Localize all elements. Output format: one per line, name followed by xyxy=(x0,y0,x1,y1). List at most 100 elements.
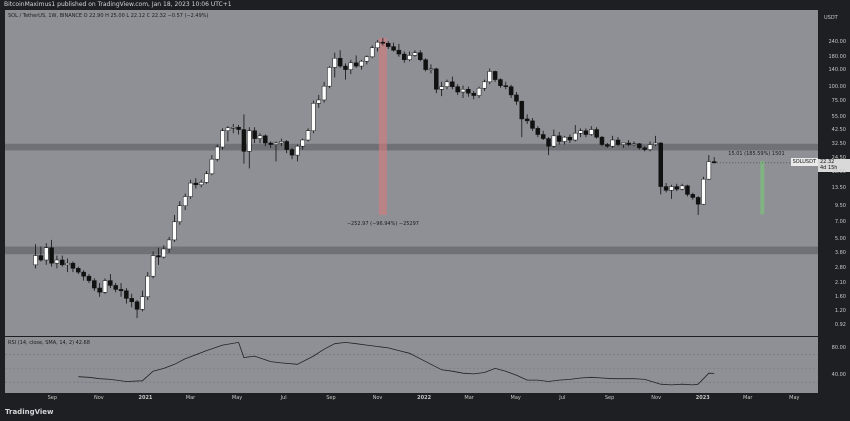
rsi-tick-label: 40.00 xyxy=(831,372,846,379)
time-tick-label: 2021 xyxy=(138,395,153,401)
candle-body xyxy=(54,259,60,264)
logo-text: TradingView xyxy=(5,408,54,416)
candle-body xyxy=(92,280,97,289)
rsi-tick-label: 80.00 xyxy=(831,344,846,351)
candle-body xyxy=(108,280,113,286)
candle-body xyxy=(300,139,305,147)
candle-body xyxy=(391,46,396,51)
price-tick-label: 180.00 xyxy=(828,53,847,60)
price-tick-label: 24.50 xyxy=(831,155,846,162)
support-zone-0 xyxy=(5,246,818,255)
candle-body xyxy=(204,173,209,183)
candle-body xyxy=(231,126,236,129)
candle-body xyxy=(220,130,225,148)
candle-body xyxy=(188,182,193,197)
symbol-tag: SOLUSDT xyxy=(790,157,818,166)
time-tick-label: Jul xyxy=(280,395,287,401)
price-tick-label: 1.60 xyxy=(834,293,846,300)
candle-body xyxy=(407,55,412,60)
time-tick-label: Mar xyxy=(185,395,196,401)
price-tick-label: 42.50 xyxy=(831,127,846,134)
time-tick-label: Mar xyxy=(464,395,474,401)
price-tick-label: 2.10 xyxy=(834,279,846,286)
rsi-pane[interactable]: RSI (14, close, SMA, 14, 2) 42.68 xyxy=(5,337,818,393)
candle-body xyxy=(669,186,674,191)
candle-body xyxy=(637,143,642,149)
candle-body xyxy=(348,62,354,70)
candle-body xyxy=(113,285,118,290)
candle-body xyxy=(252,130,257,139)
candle-body xyxy=(102,280,108,293)
time-tick-label: Nov xyxy=(372,395,383,401)
candle-body xyxy=(663,186,669,191)
candle-body xyxy=(476,87,482,96)
candle-body xyxy=(455,86,460,93)
price-tick-label: 75.00 xyxy=(831,98,846,105)
candle-body xyxy=(198,182,204,186)
time-tick-label: Nov xyxy=(651,395,662,401)
candle-body xyxy=(487,71,492,83)
candle-body xyxy=(423,59,428,70)
candle-body xyxy=(658,142,663,187)
drop-measure-box xyxy=(378,37,387,216)
candle-body xyxy=(60,259,65,266)
candle-body xyxy=(273,142,279,145)
price-pane[interactable]: SOL / TetherUS, 1W, BINANCE O 22.90 H 25… xyxy=(5,10,818,336)
candle-body xyxy=(129,298,134,303)
candle-body xyxy=(236,126,241,130)
candle-body xyxy=(327,67,332,87)
candle-body xyxy=(321,85,327,101)
candle-body xyxy=(572,132,578,141)
tradingview-logo[interactable]: TradingView xyxy=(5,408,54,416)
candle-body xyxy=(642,147,647,150)
candle-body xyxy=(610,139,615,147)
time-axis[interactable]: Sep Nov 2021 Mar May Jul Sep Nov 2022 Mar May Jul Se… xyxy=(5,393,818,405)
candle-body xyxy=(268,142,273,145)
candle-body xyxy=(530,120,535,129)
candle-body xyxy=(225,127,231,131)
candle-body xyxy=(353,62,359,67)
candle-body xyxy=(535,128,541,135)
time-tick-label: May xyxy=(231,395,243,401)
price-axis[interactable]: USDT 22.32 4d 15h 240.00 180.00 140.00 100.… xyxy=(818,10,850,336)
candle-body xyxy=(621,142,626,145)
candle-body xyxy=(337,57,343,67)
time-tick-label: May xyxy=(510,395,521,401)
candle-body xyxy=(380,41,386,44)
candle-body xyxy=(289,149,295,156)
rise-measure-box xyxy=(760,161,765,215)
candle-body xyxy=(76,268,81,273)
price-tick-label: 32.50 xyxy=(831,140,846,147)
candle-body xyxy=(615,139,621,145)
candle-body xyxy=(97,287,102,293)
price-tick-label: 13.50 xyxy=(831,185,846,192)
price-chart xyxy=(5,37,818,319)
time-tick-label: Sep xyxy=(604,395,615,401)
time-tick-label: 2023 xyxy=(695,395,710,401)
candle-body xyxy=(118,289,124,292)
candle-body xyxy=(674,186,680,190)
candle-body xyxy=(209,158,215,175)
candle-body xyxy=(466,89,471,94)
candle-body xyxy=(150,255,156,277)
rsi-line xyxy=(78,341,715,386)
candle-body xyxy=(182,196,188,206)
candle-body xyxy=(519,101,525,120)
support-zone-1 xyxy=(5,143,818,151)
candle-body xyxy=(589,129,594,135)
time-tick-label: Nov xyxy=(94,395,104,401)
candle-body xyxy=(33,255,38,266)
candle-body xyxy=(145,275,151,298)
candle-body xyxy=(583,130,589,135)
candle-body xyxy=(359,60,364,67)
candle-body xyxy=(578,130,583,134)
candle-body xyxy=(166,239,172,250)
candle-body xyxy=(439,86,444,90)
price-tick-label: 55.00 xyxy=(831,114,846,121)
time-tick-label: May xyxy=(789,395,800,401)
time-tick-label: Sep xyxy=(47,395,58,401)
candle-body xyxy=(418,52,423,60)
candle-body xyxy=(177,205,183,223)
candle-body xyxy=(546,138,551,147)
candle-body xyxy=(711,161,717,164)
